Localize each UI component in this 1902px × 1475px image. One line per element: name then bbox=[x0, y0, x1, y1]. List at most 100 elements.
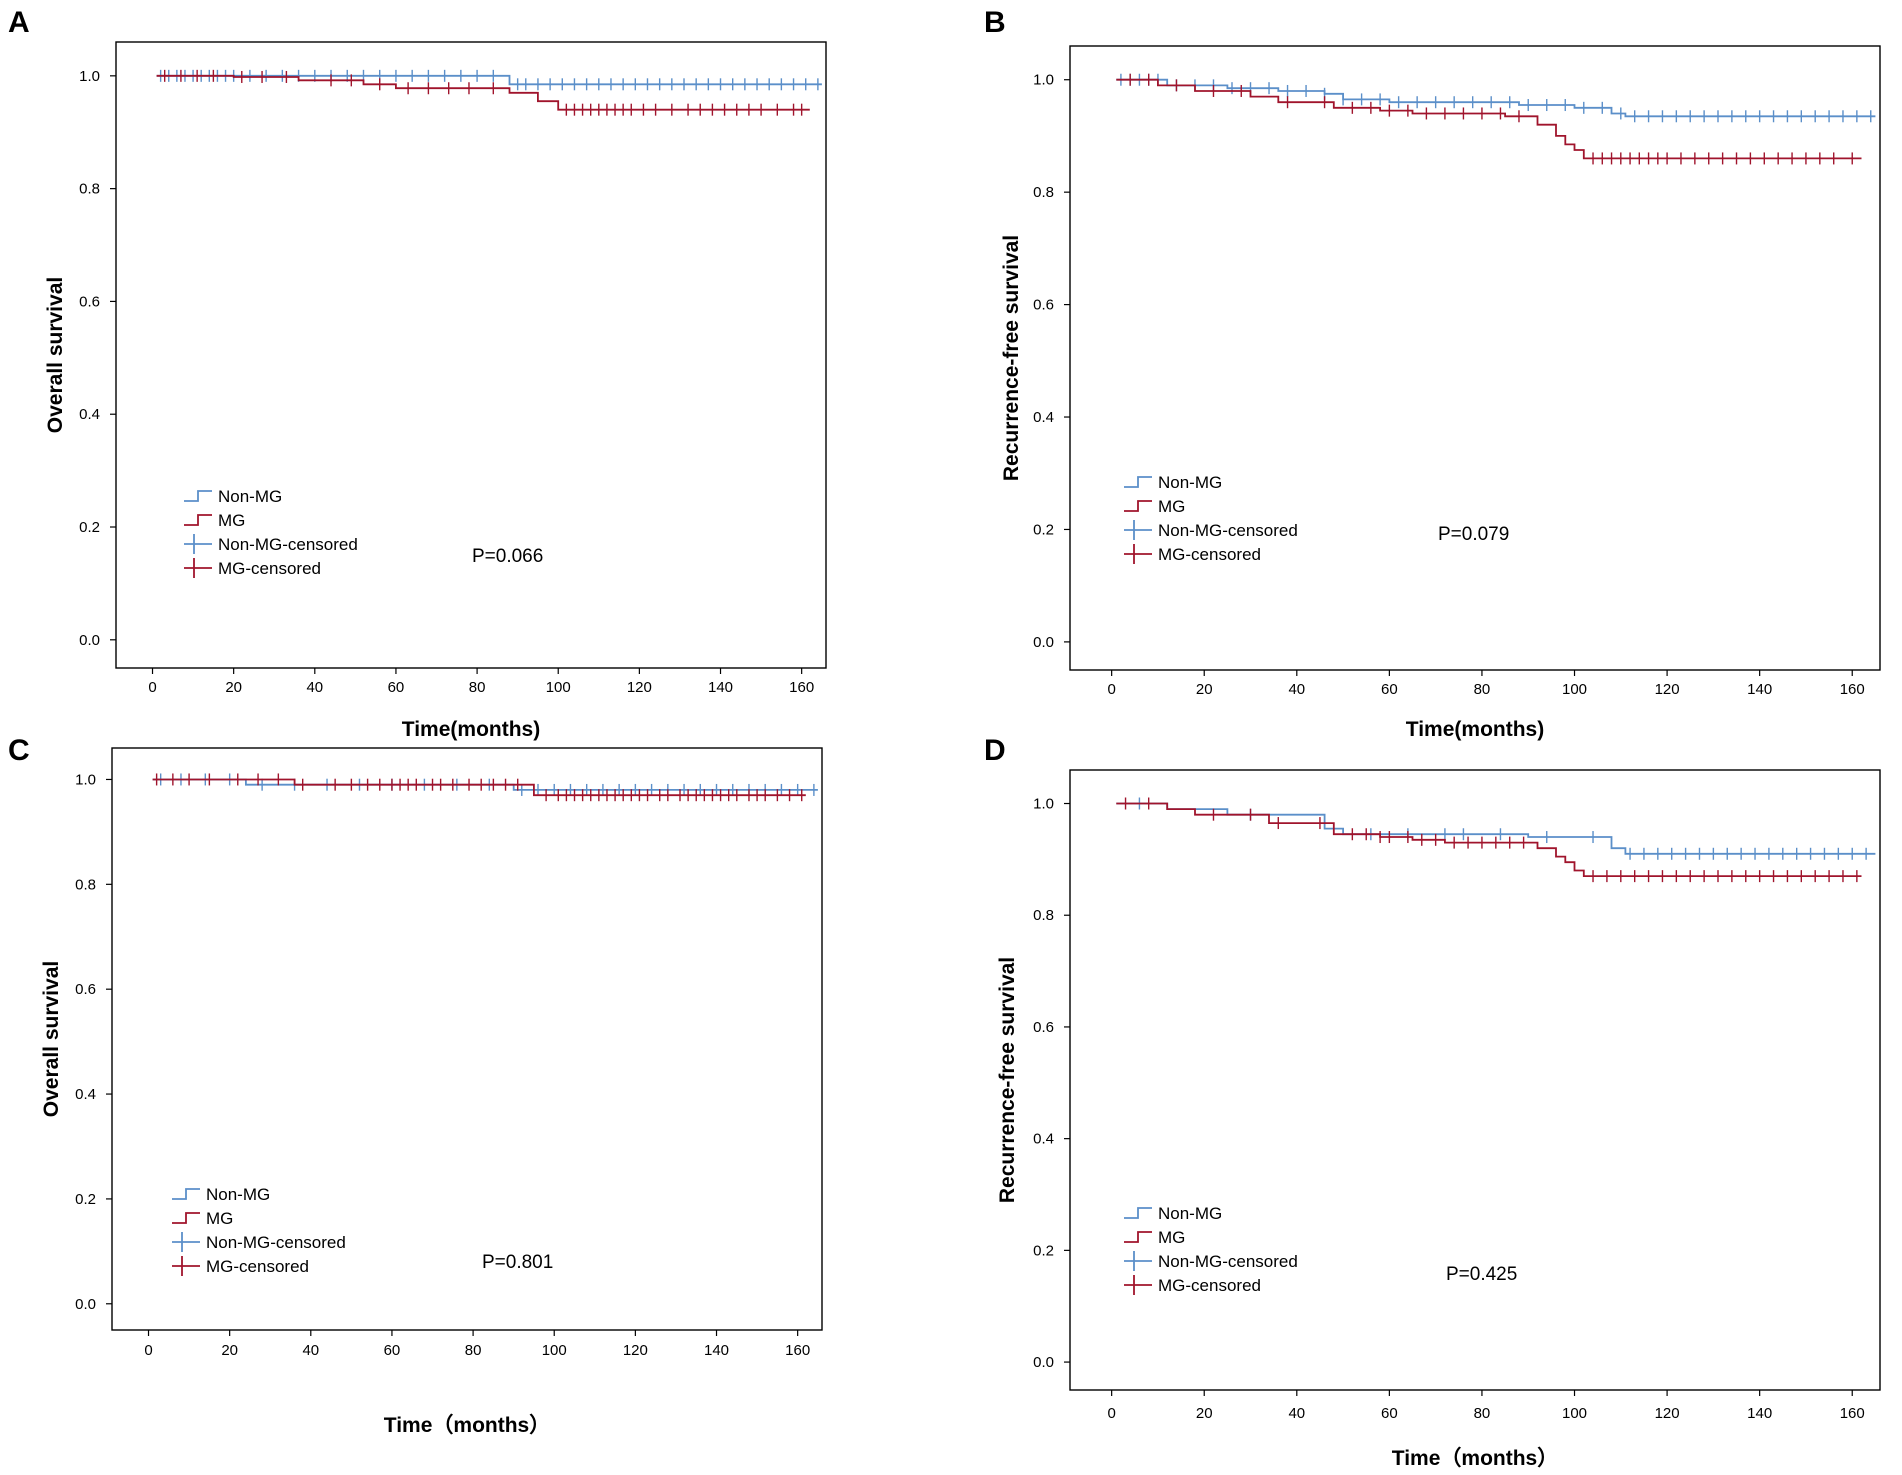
panel-c: C 0 20 40 60 80 100 120 140 160 0.0 0.2 0.4 0.6 0.8 1.0… bbox=[8, 734, 823, 1437]
legend-mg-line-icon bbox=[1124, 500, 1152, 512]
y-tick-label: 0.8 bbox=[75, 876, 96, 893]
y-tick-label: 0.2 bbox=[1033, 1242, 1054, 1259]
legend-label: Non-MG bbox=[1158, 473, 1222, 492]
legend-non-mg-line-icon bbox=[172, 1188, 200, 1200]
p-value: P=0.066 bbox=[472, 546, 543, 567]
x-tick-label: 160 bbox=[785, 1342, 810, 1359]
y-tick-label: 0.2 bbox=[79, 519, 100, 536]
legend-non-mg-line-icon bbox=[1124, 1207, 1152, 1219]
x-tick-label: 60 bbox=[384, 1342, 401, 1359]
legend-label: MG bbox=[1158, 497, 1185, 516]
legend-label: Non-MG-censored bbox=[218, 535, 358, 554]
x-tick-label: 140 bbox=[708, 679, 733, 696]
x-tick-label: 80 bbox=[469, 679, 486, 696]
panel-letter: C bbox=[8, 734, 30, 767]
x-tick-label: 40 bbox=[302, 1342, 319, 1359]
legend-label: Non-MG-censored bbox=[1158, 1252, 1298, 1271]
y-tick-label: 0.6 bbox=[79, 293, 100, 310]
mg-survival-curve bbox=[1116, 802, 1862, 877]
legend-label: MG-censored bbox=[218, 559, 321, 578]
legend: Non-MG MG Non-MG-censored MG-censored bbox=[1124, 1204, 1298, 1295]
x-tick-label: 120 bbox=[627, 679, 652, 696]
x-tick-label: 40 bbox=[1288, 681, 1305, 698]
p-value: P=0.801 bbox=[482, 1252, 553, 1273]
x-tick-label: 0 bbox=[148, 679, 156, 696]
panel-a: A 0 20 40 60 80 100 120 140 160 0.0 0.2 0.4 0.6 0.8 1.0… bbox=[8, 6, 827, 741]
y-tick-label: 0.2 bbox=[1033, 521, 1054, 538]
y-tick-label: 0.0 bbox=[1033, 1354, 1054, 1371]
x-tick-label: 20 bbox=[1196, 681, 1213, 698]
x-tick-label: 0 bbox=[1107, 681, 1115, 698]
legend-label: Non-MG-censored bbox=[206, 1233, 346, 1252]
legend-mg-line-icon bbox=[1124, 1231, 1152, 1243]
x-axis-title: Time(months) bbox=[1406, 718, 1544, 741]
panel-letter: D bbox=[984, 734, 1006, 767]
y-tick-label: 0.4 bbox=[79, 406, 100, 423]
y-axis-title: Recurrence-free survival bbox=[1000, 235, 1023, 481]
legend-label: MG-censored bbox=[1158, 1276, 1261, 1295]
legend-label: MG bbox=[1158, 1228, 1185, 1247]
y-tick-label: 0.0 bbox=[1033, 634, 1054, 651]
y-tick-label: 1.0 bbox=[79, 68, 100, 85]
legend: Non-MG MG Non-MG-censored MG-censored bbox=[184, 487, 358, 578]
legend-non-mg-line-icon bbox=[1124, 476, 1152, 488]
legend-non-mg-line-icon bbox=[184, 490, 212, 502]
plot-frame bbox=[1069, 45, 1881, 671]
x-tick-label: 160 bbox=[789, 679, 814, 696]
x-tick-label: 40 bbox=[1288, 1405, 1305, 1422]
x-tick-label: 20 bbox=[1196, 1405, 1213, 1422]
panel-letter: A bbox=[8, 6, 30, 39]
y-tick-label: 0.4 bbox=[1033, 409, 1054, 426]
x-tick-label: 100 bbox=[1562, 1405, 1587, 1422]
legend: Non-MG MG Non-MG-censored MG-censored bbox=[172, 1185, 346, 1276]
x-axis-title: Time（months） bbox=[1392, 1446, 1558, 1470]
x-axis-title: Time(months) bbox=[402, 718, 540, 741]
x-tick-label: 100 bbox=[1562, 681, 1587, 698]
y-tick-label: 1.0 bbox=[1033, 796, 1054, 813]
legend-label: Non-MG bbox=[218, 487, 282, 506]
legend-label: MG-censored bbox=[1158, 545, 1261, 564]
y-tick-label: 0.0 bbox=[75, 1296, 96, 1313]
y-axis-title: Overall survival bbox=[40, 961, 63, 1117]
x-tick-label: 100 bbox=[546, 679, 571, 696]
y-tick-label: 0.6 bbox=[1033, 297, 1054, 314]
panel-d: D 0 20 40 60 80 100 120 140 160 0.0 0.2 0.4 0.6 0.8 1.0… bbox=[984, 734, 1881, 1470]
y-tick-label: 0.6 bbox=[1033, 1019, 1054, 1036]
y-tick-label: 0.0 bbox=[79, 632, 100, 649]
x-tick-label: 60 bbox=[1381, 681, 1398, 698]
x-tick-label: 160 bbox=[1840, 1405, 1865, 1422]
y-tick-label: 1.0 bbox=[1033, 72, 1054, 89]
y-tick-label: 0.8 bbox=[1033, 184, 1054, 201]
x-tick-label: 140 bbox=[1747, 681, 1772, 698]
legend: Non-MG MG Non-MG-censored MG-censored bbox=[1124, 473, 1298, 564]
plot-frame bbox=[115, 41, 827, 669]
legend-label: MG-censored bbox=[206, 1257, 309, 1276]
x-tick-label: 40 bbox=[306, 679, 323, 696]
legend-label: Non-MG bbox=[1158, 1204, 1222, 1223]
y-axis-title: Recurrence-free survival bbox=[996, 957, 1019, 1203]
x-tick-label: 60 bbox=[1381, 1405, 1398, 1422]
non-mg-survival-curve bbox=[1116, 78, 1876, 118]
y-axis-title: Overall survival bbox=[44, 277, 67, 433]
x-tick-label: 160 bbox=[1840, 681, 1865, 698]
non-mg-survival-curve bbox=[156, 74, 822, 86]
x-tick-label: 60 bbox=[388, 679, 405, 696]
x-tick-label: 100 bbox=[542, 1342, 567, 1359]
mg-survival-curve bbox=[1116, 78, 1862, 160]
legend-mg-line-icon bbox=[172, 1212, 200, 1224]
y-tick-label: 0.6 bbox=[75, 981, 96, 998]
y-tick-label: 0.4 bbox=[75, 1086, 96, 1103]
panel-letter: B bbox=[984, 6, 1006, 39]
legend-mg-line-icon bbox=[184, 514, 212, 526]
x-tick-label: 80 bbox=[1474, 681, 1491, 698]
x-axis-title: Time（months） bbox=[384, 1413, 550, 1437]
p-value: P=0.079 bbox=[1438, 524, 1509, 545]
plot-frame bbox=[1069, 769, 1881, 1391]
panel-b: B 0 20 40 60 80 100 120 140 160 0.0 0.2 0.4 0.6 0.8 1.0… bbox=[984, 6, 1881, 741]
x-tick-label: 140 bbox=[704, 1342, 729, 1359]
x-tick-label: 140 bbox=[1747, 1405, 1772, 1422]
legend-label: MG bbox=[206, 1209, 233, 1228]
legend-label: Non-MG-censored bbox=[1158, 521, 1298, 540]
x-tick-label: 120 bbox=[1655, 681, 1680, 698]
